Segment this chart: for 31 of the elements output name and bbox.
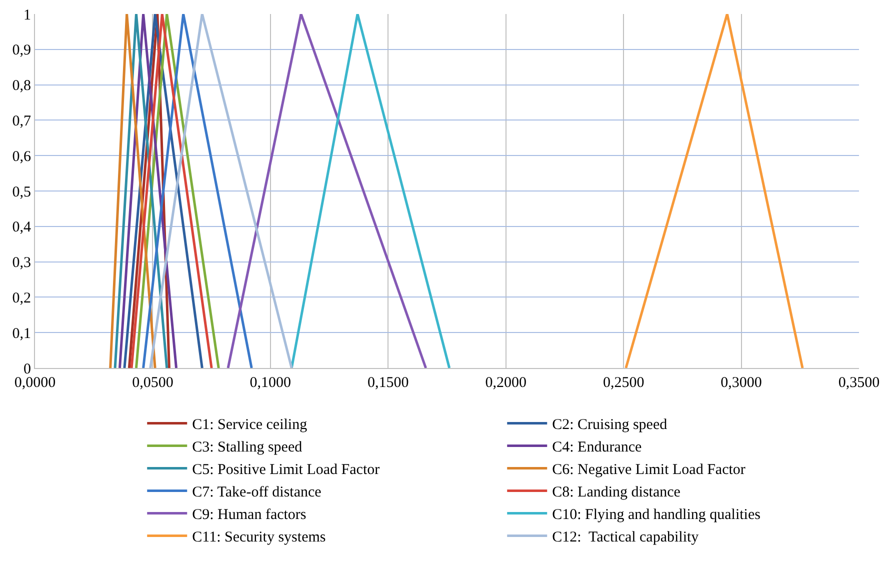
legend-label: C4: Endurance	[552, 440, 642, 456]
x-tick-label: 0,2500	[602, 375, 644, 391]
legend-label: C7: Take-off distance	[192, 484, 322, 501]
legend-label: C8: Landing distance	[552, 484, 681, 501]
y-tick-label: 0,7	[12, 113, 32, 130]
y-tick-label: 0,4	[12, 220, 32, 236]
x-tick-label: 0,0000	[14, 375, 56, 391]
legend-label: C6: Negative Limit Load Factor	[552, 462, 746, 478]
y-tick-label: 0	[24, 361, 31, 378]
legend-label: C11: Security systems	[192, 530, 326, 546]
y-tick-label: 0,2	[12, 290, 31, 306]
y-tick-label: 0,6	[12, 148, 32, 165]
x-tick-label: 0,3500	[838, 375, 880, 391]
y-tick-label: 0,1	[12, 326, 31, 342]
x-tick-label: 0,2000	[485, 375, 526, 391]
y-tick-label: 0,5	[12, 184, 31, 200]
legend-label: C5: Positive Limit Load Factor	[192, 462, 380, 478]
legend-label: C10: Flying and handling qualities	[552, 507, 761, 524]
legend-label: C1: Service ceiling	[192, 417, 308, 434]
legend-label: C9: Human factors	[192, 507, 306, 524]
y-tick-label: 0,3	[12, 255, 31, 272]
legend-label: C2: Cruising speed	[552, 417, 668, 434]
x-tick-label: 0,1000	[250, 375, 292, 391]
legend-label: C12: Tactical capability	[552, 530, 700, 546]
legend-label: C3: Stalling speed	[192, 440, 303, 456]
y-tick-label: 0,8	[12, 78, 31, 94]
x-tick-label: 0,0500	[132, 375, 174, 391]
x-tick-label: 0,1500	[368, 375, 409, 391]
y-tick-label: 0,9	[12, 42, 31, 59]
y-tick-label: 1	[24, 7, 31, 24]
x-tick-label: 0,3000	[720, 375, 762, 391]
